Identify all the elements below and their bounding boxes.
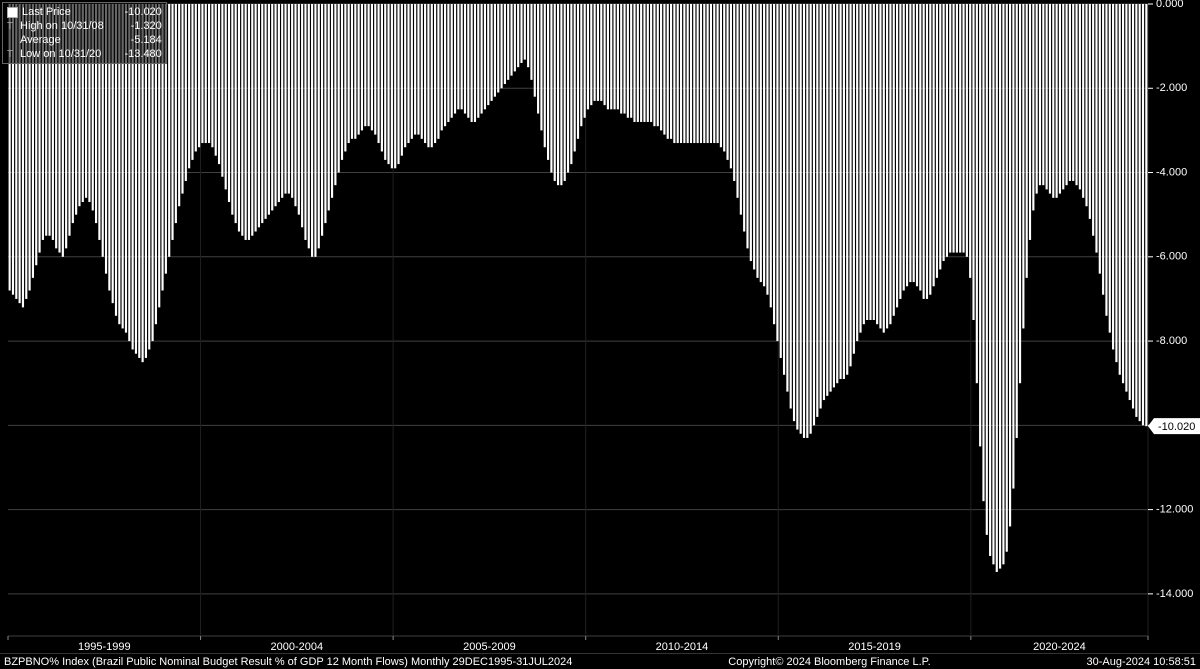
svg-text:-4.000: -4.000 xyxy=(1156,166,1187,178)
legend-label: Last Price xyxy=(22,6,71,18)
svg-text:2000-2004: 2000-2004 xyxy=(271,641,324,653)
chart-container: Last Price -10.020 High on 10/31/08 -1.3… xyxy=(0,0,1200,669)
legend-label: Average xyxy=(20,34,61,46)
legend-value: -1.320 xyxy=(114,19,162,33)
svg-text:-8.000: -8.000 xyxy=(1156,335,1187,347)
square-icon xyxy=(7,7,18,18)
legend-value: -5.184 xyxy=(114,33,162,47)
svg-text:-12.000: -12.000 xyxy=(1156,504,1193,516)
low-marker-icon xyxy=(7,50,16,59)
svg-text:2010-2014: 2010-2014 xyxy=(656,641,709,653)
last-price-flag: -10.020 xyxy=(1148,418,1200,434)
svg-text:-10.020: -10.020 xyxy=(1158,421,1195,433)
x-axis: 1995-1999 2000-2004 2005-2009 2010-2014 2015… xyxy=(8,636,1148,653)
legend-label: Low on 10/31/20 xyxy=(20,48,101,60)
footer-right: 30-Aug-2024 10:58:51 xyxy=(1087,656,1196,668)
legend-row: Last Price -10.020 xyxy=(7,5,162,19)
footer-center: Copyright© 2024 Bloomberg Finance L.P. xyxy=(728,656,930,668)
svg-text:2015-2019: 2015-2019 xyxy=(848,641,901,653)
footer-left: BZPBNO% Index (Brazil Public Nominal Bud… xyxy=(4,656,572,668)
legend-box: Last Price -10.020 High on 10/31/08 -1.3… xyxy=(2,2,167,64)
svg-text:0.000: 0.000 xyxy=(1156,0,1184,10)
high-marker-icon xyxy=(7,22,16,31)
footer: BZPBNO% Index (Brazil Public Nominal Bud… xyxy=(0,653,1200,669)
legend-value: -10.020 xyxy=(114,5,162,19)
legend-row: Low on 10/31/20 -13.480 xyxy=(7,47,162,61)
svg-text:-2.000: -2.000 xyxy=(1156,82,1187,94)
legend-value: -13.480 xyxy=(114,47,162,61)
bars xyxy=(9,4,1148,572)
legend-row: Average -5.184 xyxy=(7,33,162,47)
legend-row: High on 10/31/08 -1.320 xyxy=(7,19,162,33)
svg-text:1995-1999: 1995-1999 xyxy=(78,641,131,653)
svg-text:-14.000: -14.000 xyxy=(1156,588,1193,600)
svg-text:2020-2024: 2020-2024 xyxy=(1033,641,1086,653)
svg-text:-6.000: -6.000 xyxy=(1156,251,1187,263)
svg-text:2005-2009: 2005-2009 xyxy=(463,641,516,653)
legend-label: High on 10/31/08 xyxy=(20,20,104,32)
chart-svg: 0.000-2.000-4.000-6.000-8.000-10.000-12.… xyxy=(0,0,1200,669)
y-axis: 0.000-2.000-4.000-6.000-8.000-10.000-12.… xyxy=(1148,0,1193,600)
